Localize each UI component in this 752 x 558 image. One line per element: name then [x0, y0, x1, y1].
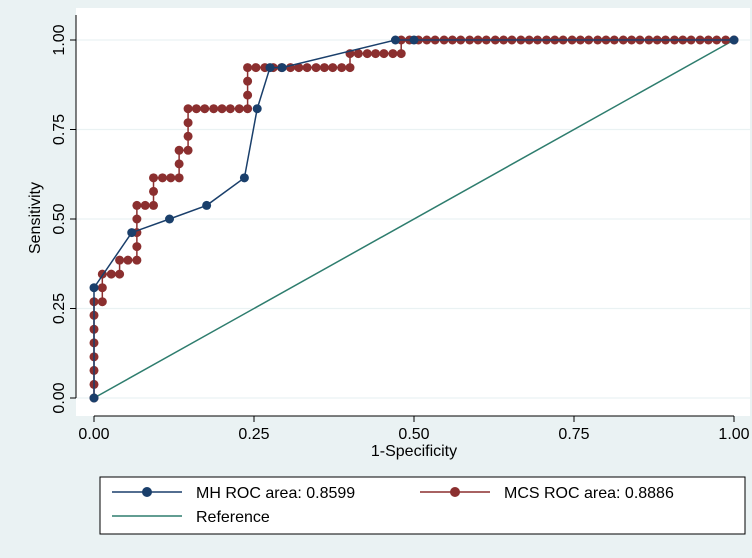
mcs-point: [97, 297, 107, 307]
mcs-point: [294, 63, 304, 73]
y-tick-label: 0.25: [51, 293, 68, 324]
mcs-point: [183, 104, 193, 114]
mcs-point: [328, 63, 338, 73]
mcs-point: [251, 63, 261, 73]
mcs-point: [362, 49, 372, 59]
tick-layer: 0.00 0.25 0.50 0.75 1.00 0.00 0.25 0.50 0.75 1.00: [51, 24, 750, 443]
legend-mh-label: MH ROC area: 0.8599: [196, 485, 355, 502]
y-axis-title: Sensitivity: [27, 182, 44, 254]
mcs-point: [243, 63, 253, 73]
mcs-point: [396, 49, 406, 59]
mcs-point: [157, 173, 167, 183]
mcs-point: [183, 118, 193, 128]
legend: MH ROC area: 0.8599 MCS ROC area: 0.8886…: [99, 476, 746, 535]
mcs-point: [311, 63, 321, 73]
mh-point: [409, 35, 419, 45]
mcs-point: [97, 283, 107, 293]
mcs-point: [225, 104, 235, 114]
y-tick-label: 0.75: [51, 114, 68, 145]
mcs-point: [132, 214, 142, 224]
mcs-point: [200, 104, 210, 114]
mcs-point: [115, 255, 125, 265]
mcs-point: [166, 173, 176, 183]
y-tick-label: 0.50: [51, 203, 68, 234]
legend-box: [99, 476, 746, 535]
mcs-point: [149, 186, 159, 196]
mcs-point: [302, 63, 312, 73]
mcs-point: [140, 200, 150, 210]
mh-point: [729, 35, 739, 45]
mh-point: [277, 63, 287, 73]
mh-point: [265, 63, 275, 73]
mcs-point: [123, 255, 133, 265]
mcs-point: [243, 76, 253, 86]
mcs-point: [217, 104, 227, 114]
x-axis-title: 1-Specificity: [371, 443, 457, 460]
y-tick-label: 1.00: [51, 24, 68, 55]
mcs-point: [132, 255, 142, 265]
mcs-point: [353, 49, 363, 59]
mcs-point: [115, 269, 125, 279]
x-tick-label: 0.00: [78, 426, 109, 443]
reference-roc-line: [93, 39, 735, 399]
mcs-point: [174, 173, 184, 183]
legend-mh-marker: [142, 487, 152, 497]
mcs-point: [149, 173, 159, 183]
mh-point: [165, 214, 175, 224]
x-tick-label: 0.75: [558, 426, 589, 443]
legend-mcs-marker: [450, 487, 460, 497]
mh-point: [89, 393, 99, 403]
mh-point: [239, 173, 249, 183]
plot-area: [76, 8, 750, 416]
mcs-point: [337, 63, 347, 73]
series-layer: [89, 35, 739, 403]
mh-point: [390, 35, 400, 45]
mcs-point: [234, 104, 244, 114]
y-tick-label: 0.00: [51, 382, 68, 413]
x-tick-label: 0.50: [398, 426, 429, 443]
mh-point: [202, 200, 212, 210]
mcs-point: [371, 49, 381, 59]
mcs-point: [388, 49, 398, 59]
mcs-point: [243, 104, 253, 114]
mcs-point: [174, 159, 184, 169]
x-tick-label: 1.00: [718, 426, 749, 443]
mcs-point: [191, 104, 201, 114]
mcs-point: [174, 145, 184, 155]
mh-point: [89, 283, 99, 293]
mcs-point: [183, 145, 193, 155]
mcs-point: [183, 131, 193, 141]
mcs-point: [379, 49, 389, 59]
mcs-point: [345, 63, 355, 73]
mcs-point: [319, 63, 329, 73]
mcs-point: [106, 269, 116, 279]
legend-mcs-label: MCS ROC area: 0.8886: [504, 485, 674, 502]
mh-point: [252, 104, 262, 114]
mh-point: [127, 228, 137, 238]
x-tick-label: 0.25: [238, 426, 269, 443]
mcs-point: [132, 242, 142, 252]
legend-reference-label: Reference: [196, 509, 270, 526]
mcs-point: [132, 200, 142, 210]
mcs-point: [149, 200, 159, 210]
mcs-point: [209, 104, 219, 114]
mcs-point: [243, 90, 253, 100]
